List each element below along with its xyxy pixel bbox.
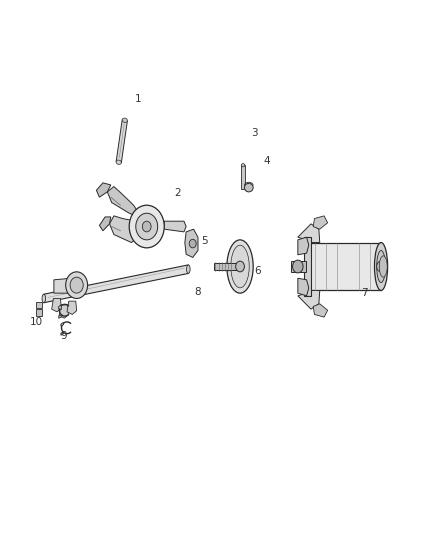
Polygon shape: [59, 305, 61, 310]
Polygon shape: [110, 216, 142, 243]
Text: 6: 6: [254, 266, 261, 276]
Text: 4: 4: [264, 156, 271, 166]
Text: 2: 2: [174, 188, 181, 198]
Polygon shape: [298, 224, 320, 243]
Circle shape: [136, 213, 158, 240]
Polygon shape: [307, 243, 381, 290]
Polygon shape: [291, 261, 306, 272]
Polygon shape: [298, 237, 309, 255]
Text: 9: 9: [60, 331, 67, 341]
Ellipse shape: [187, 265, 190, 273]
Polygon shape: [61, 332, 64, 335]
Circle shape: [236, 261, 244, 272]
Circle shape: [129, 205, 164, 248]
Polygon shape: [59, 305, 69, 318]
Polygon shape: [313, 304, 328, 317]
Ellipse shape: [374, 243, 388, 290]
Polygon shape: [36, 309, 42, 316]
Ellipse shape: [116, 160, 121, 164]
Polygon shape: [164, 221, 186, 232]
Ellipse shape: [244, 183, 253, 192]
Circle shape: [142, 221, 151, 232]
Ellipse shape: [379, 256, 387, 277]
Polygon shape: [241, 165, 245, 189]
Text: 8: 8: [194, 287, 201, 297]
Polygon shape: [67, 301, 77, 314]
Circle shape: [377, 261, 385, 272]
Circle shape: [293, 260, 303, 273]
Polygon shape: [52, 298, 61, 312]
Text: 7: 7: [361, 288, 368, 298]
Polygon shape: [313, 216, 328, 229]
Polygon shape: [36, 302, 42, 308]
Circle shape: [66, 272, 88, 298]
Circle shape: [189, 239, 196, 248]
Polygon shape: [96, 183, 111, 197]
Polygon shape: [185, 229, 198, 257]
Polygon shape: [59, 315, 61, 318]
Polygon shape: [61, 322, 64, 326]
Text: 3: 3: [251, 128, 258, 138]
Text: 5: 5: [201, 236, 208, 246]
Polygon shape: [214, 263, 237, 270]
Ellipse shape: [122, 118, 127, 123]
Polygon shape: [99, 217, 111, 231]
Text: 1: 1: [134, 94, 141, 103]
Polygon shape: [298, 278, 309, 296]
Ellipse shape: [42, 294, 46, 303]
Polygon shape: [44, 265, 188, 303]
Polygon shape: [116, 120, 127, 163]
Polygon shape: [54, 277, 83, 293]
Ellipse shape: [241, 164, 245, 167]
Ellipse shape: [227, 240, 253, 293]
Ellipse shape: [377, 251, 385, 282]
Polygon shape: [304, 237, 311, 296]
Text: 10: 10: [29, 317, 42, 327]
Polygon shape: [107, 187, 142, 219]
Circle shape: [70, 277, 83, 293]
Polygon shape: [298, 290, 320, 309]
Ellipse shape: [231, 245, 249, 288]
